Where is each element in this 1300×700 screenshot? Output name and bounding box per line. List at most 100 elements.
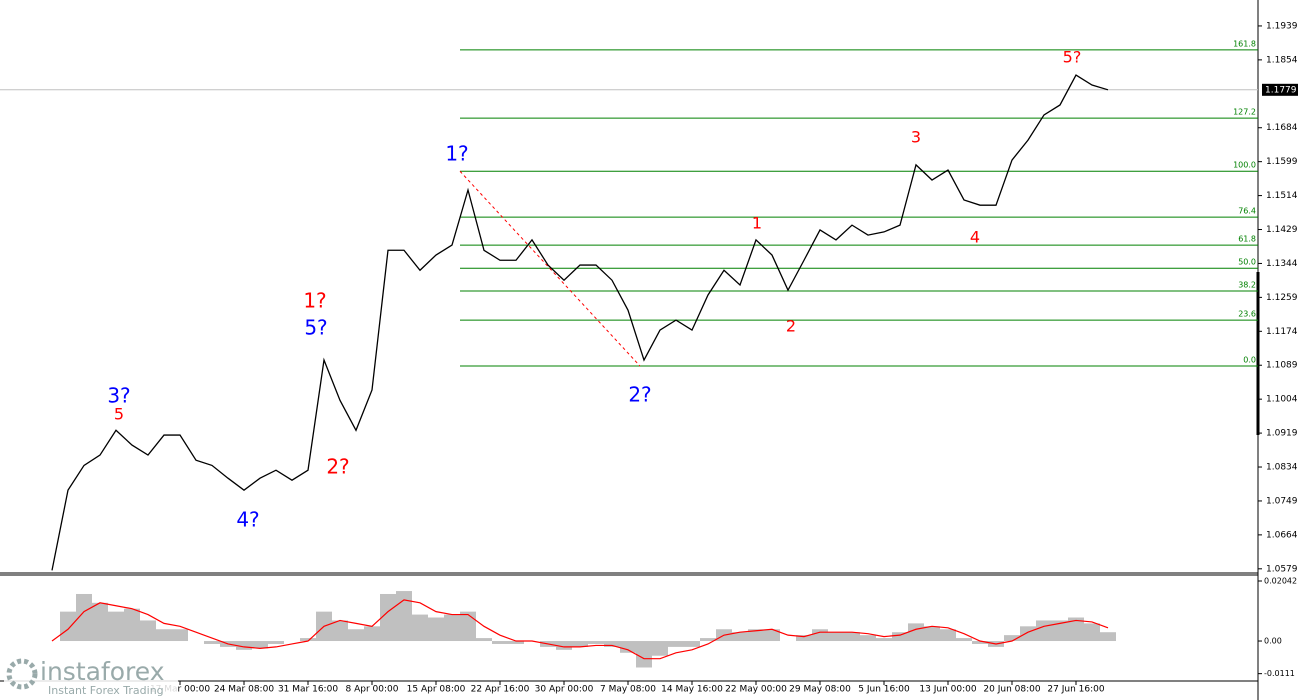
y-tick-label: 0.02042 xyxy=(1264,576,1297,585)
y-tick-label: 1.1599 xyxy=(1266,157,1298,167)
histogram-bar xyxy=(460,611,476,642)
signal-line xyxy=(51,599,1109,660)
x-tick-label: 5 Jun 16:00 xyxy=(858,685,910,695)
wave-label: 1? xyxy=(303,289,326,313)
histogram-bar xyxy=(588,641,604,644)
histogram-bar xyxy=(76,593,92,642)
histogram-bar xyxy=(412,614,428,642)
y-tick-label: 1.1514 xyxy=(1266,191,1298,201)
wave-label: 2 xyxy=(786,317,796,336)
x-tick-label: 14 May 16:00 xyxy=(661,685,723,695)
fib-level-label: 0.0 xyxy=(1243,356,1256,365)
histogram-bar xyxy=(1084,623,1100,642)
x-tick-label: 22 Apr 16:00 xyxy=(471,685,530,695)
x-tick-label: 20 Jun 08:00 xyxy=(983,685,1040,695)
histogram-bar xyxy=(204,641,220,644)
histogram-bar xyxy=(556,641,572,650)
y-tick-label: 1.1174 xyxy=(1266,327,1298,337)
wave-label: 2? xyxy=(628,383,651,407)
histogram-bar xyxy=(348,629,364,642)
histogram-bar xyxy=(156,629,172,642)
x-tick-label: 31 Mar 16:00 xyxy=(278,685,338,695)
histogram-bar xyxy=(236,641,252,650)
x-tick-label: 17 Mar 00:00 xyxy=(150,685,210,695)
histogram-bar xyxy=(268,641,284,644)
x-tick-label: 24 Mar 08:00 xyxy=(214,685,274,695)
logo: instaforex Instant Forex Trading xyxy=(4,656,178,698)
histogram-bar xyxy=(1036,620,1052,642)
histogram-bar xyxy=(60,611,76,642)
fib-level-label: 76.4 xyxy=(1238,207,1256,216)
logo-tagline: Instant Forex Trading xyxy=(48,684,164,697)
histogram-bar xyxy=(508,641,524,644)
wave-label: 2? xyxy=(326,455,349,479)
histogram-bar xyxy=(476,638,492,642)
histogram-bar xyxy=(108,611,124,642)
fib-trend xyxy=(459,170,641,367)
histogram-bar xyxy=(764,629,780,642)
histogram-bar xyxy=(972,641,988,644)
histogram-bar xyxy=(924,626,940,642)
fib-level-label: 61.8 xyxy=(1238,235,1256,244)
histogram-bar xyxy=(300,638,316,642)
y-tick-label: 1.1684 xyxy=(1266,123,1298,133)
histogram-bar xyxy=(92,602,108,642)
x-tick-label: 13 Jun 00:00 xyxy=(919,685,976,695)
y-tick-label: 1.1344 xyxy=(1266,259,1298,269)
histogram-bar xyxy=(668,641,684,647)
y-tick-label: 1.1259 xyxy=(1266,293,1298,303)
y-tick-label: 1.0664 xyxy=(1266,530,1298,540)
histogram-bar xyxy=(620,641,636,653)
histogram-bar xyxy=(1068,617,1084,642)
histogram-bar xyxy=(940,629,956,642)
histogram-bar xyxy=(1004,635,1020,642)
y-tick-label: 1.0834 xyxy=(1266,463,1298,473)
histogram-bar xyxy=(1052,620,1068,642)
y-tick-label: 1.0579 xyxy=(1266,564,1298,574)
fib-level-label: 100.0 xyxy=(1233,161,1256,170)
histogram-bar xyxy=(1100,632,1116,642)
price-line xyxy=(51,74,1109,571)
y-tick-label: 1.1854 xyxy=(1266,55,1298,65)
histogram-bar xyxy=(812,629,828,642)
wave-label: 4 xyxy=(970,228,980,247)
logo-icon xyxy=(6,658,38,690)
wave-label: 5? xyxy=(304,316,327,340)
y-tick-label: -0.0111 xyxy=(1264,669,1295,678)
last-price-box xyxy=(1262,83,1298,96)
histogram-bar xyxy=(444,614,460,642)
fib-level-label: 38.2 xyxy=(1238,280,1256,289)
histogram-bar xyxy=(572,641,588,647)
histogram-bar xyxy=(652,641,668,656)
histogram-bar xyxy=(684,641,700,647)
histogram-bar xyxy=(1020,626,1036,642)
y-tick-label: 1.0749 xyxy=(1266,496,1298,506)
histogram-bar xyxy=(252,641,268,649)
fib-level-label: 161.8 xyxy=(1233,39,1256,48)
histogram-bar xyxy=(748,629,764,642)
last-price-label: 1.1779 xyxy=(1265,85,1297,95)
histogram-bar xyxy=(332,620,348,642)
x-tick-label: 7 May 08:00 xyxy=(600,685,656,695)
fib-level-label: 23.6 xyxy=(1238,310,1256,319)
wave-label: 4? xyxy=(236,508,259,532)
wave-label: 1 xyxy=(752,214,762,233)
histogram-bar xyxy=(908,623,924,642)
wave-label: 5? xyxy=(1063,48,1082,67)
histogram-bar xyxy=(124,608,140,642)
y-tick-label: 1.1939 xyxy=(1266,21,1298,31)
y-tick-label: 1.0919 xyxy=(1266,429,1298,439)
fib-level-label: 50.0 xyxy=(1238,258,1256,267)
y-tick-label: 0.00 xyxy=(1264,637,1282,646)
histogram-bar xyxy=(172,629,188,642)
histogram-bar xyxy=(604,641,620,647)
x-tick-label: 27 Jun 16:00 xyxy=(1047,685,1104,695)
histogram-bar xyxy=(876,638,892,642)
histogram-bar xyxy=(396,591,412,642)
x-tick-label: 30 Apr 00:00 xyxy=(535,685,594,695)
wave-label: 3? xyxy=(107,384,130,408)
histogram-bar xyxy=(492,641,508,644)
wave-label: 3 xyxy=(911,128,921,147)
histogram-bar xyxy=(700,638,716,642)
